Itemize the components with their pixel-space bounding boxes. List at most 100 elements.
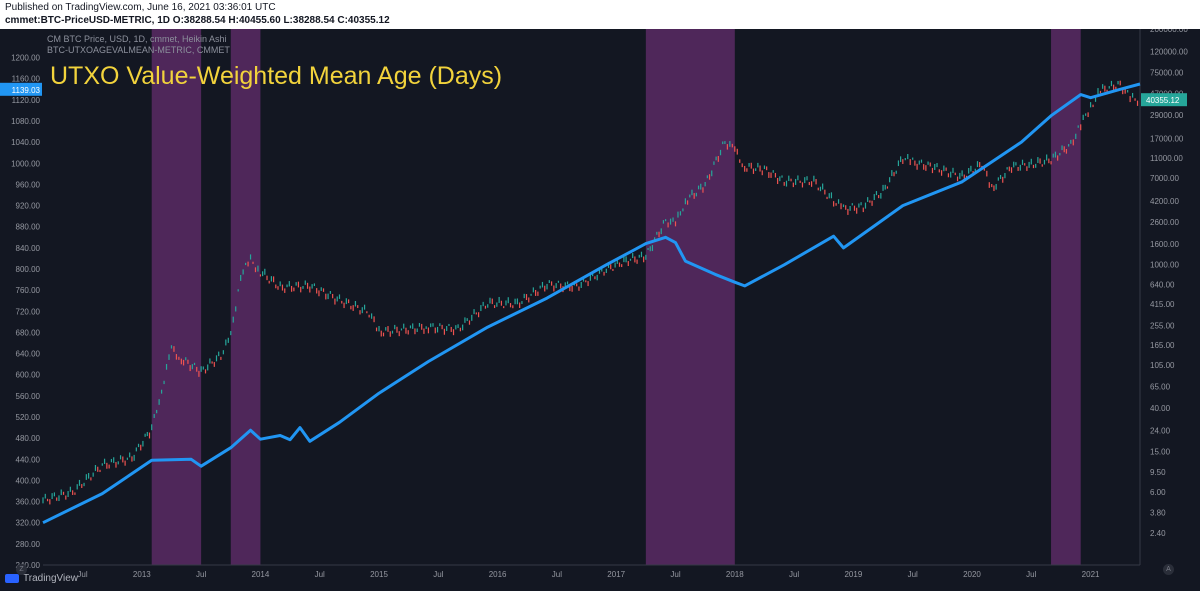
price-candle — [137, 443, 140, 448]
price-candle — [94, 464, 97, 471]
right-axis-tick-label: 40.00 — [1150, 404, 1171, 413]
price-candle — [761, 170, 763, 176]
price-candle — [450, 326, 452, 332]
price-candle — [348, 299, 350, 304]
price-candle — [99, 469, 101, 473]
right-axis-tick-label: 1600.00 — [1150, 240, 1179, 249]
price-candle — [621, 264, 623, 268]
left-axis-tick-label: 440.00 — [16, 455, 41, 464]
price-candle — [781, 175, 783, 178]
left-axis-tick-label: 1040.00 — [11, 138, 40, 147]
price-candle — [500, 300, 503, 306]
price-candle — [715, 156, 717, 161]
x-axis-tick-label: 2021 — [1082, 570, 1100, 579]
price-candle — [275, 284, 277, 289]
price-candle — [115, 462, 117, 468]
price-candle — [1070, 139, 1072, 144]
price-candle — [521, 301, 523, 304]
price-candle — [191, 364, 193, 370]
price-candle — [439, 323, 441, 327]
price-candle — [281, 284, 284, 291]
price-candle — [396, 326, 398, 333]
price-candle — [249, 254, 252, 260]
price-candle — [244, 262, 247, 266]
price-candle — [614, 262, 616, 268]
shaded-region — [151, 29, 202, 565]
auto-scale-toggle[interactable]: A — [1163, 564, 1174, 575]
price-candle — [610, 264, 612, 270]
right-axis-tick-label: 120000.00 — [1150, 48, 1188, 57]
price-candle — [211, 361, 213, 364]
price-candle — [660, 228, 662, 235]
price-candle — [945, 167, 947, 171]
price-value-badge — [1141, 93, 1187, 107]
price-candle — [532, 287, 534, 293]
price-candle — [316, 288, 318, 294]
price-candle — [731, 143, 733, 148]
price-candle — [1077, 125, 1079, 128]
price-candle — [824, 189, 826, 195]
price-candle — [734, 146, 736, 152]
legend-price-series[interactable]: CM BTC Price, USD, 1D, cmmet, Heikin Ash… — [47, 34, 227, 44]
price-candle — [717, 155, 719, 162]
price-candle — [837, 199, 840, 204]
price-candle — [851, 203, 853, 206]
price-candle — [220, 356, 222, 360]
price-candle — [912, 157, 914, 160]
price-candle — [623, 256, 625, 263]
price-candle — [557, 280, 560, 283]
legend-mean-age-series[interactable]: BTC-UTXOAGEVALMEAN-METRIC, CMMET — [47, 45, 230, 55]
price-candle — [1032, 164, 1035, 169]
left-axis-tick-label: 960.00 — [16, 180, 41, 189]
price-candle — [88, 473, 90, 479]
price-candle — [398, 331, 400, 337]
price-candle — [412, 323, 414, 329]
price-candle — [507, 297, 509, 304]
price-candle — [409, 325, 412, 329]
price-candle — [49, 499, 51, 505]
price-candle — [338, 294, 341, 299]
price-candle — [525, 294, 528, 301]
price-candle — [815, 178, 817, 185]
price-candle — [1117, 81, 1119, 85]
price-candle — [222, 350, 224, 355]
price-candle — [209, 358, 211, 364]
price-candle — [318, 290, 320, 297]
price-candle — [459, 327, 461, 332]
price-candle — [772, 170, 774, 173]
price-candle — [884, 184, 886, 190]
price-candle — [309, 286, 311, 293]
price-candle — [421, 323, 423, 330]
tradingview-logo[interactable]: TradingView — [5, 573, 78, 584]
price-candle — [464, 317, 466, 323]
price-candle — [1087, 112, 1089, 118]
price-candle — [541, 281, 544, 288]
x-axis-tick-label: Jul — [552, 570, 562, 579]
price-candle — [83, 482, 85, 487]
price-candle — [1129, 96, 1131, 103]
price-candle — [662, 220, 665, 224]
right-axis-tick-label: 75000.00 — [1150, 69, 1184, 78]
right-axis-tick-label: 24.00 — [1150, 427, 1171, 436]
price-candle — [956, 176, 959, 182]
price-candle — [752, 168, 755, 174]
left-axis-tick-label: 360.00 — [16, 498, 41, 507]
price-candle — [686, 200, 689, 205]
price-candle — [484, 305, 487, 309]
price-candle — [923, 164, 925, 170]
price-candle — [242, 269, 244, 275]
price-candle — [914, 160, 916, 166]
price-candle — [368, 314, 370, 318]
price-candle — [909, 159, 911, 166]
price-candle — [783, 182, 785, 186]
right-axis-tick-label: 4200.00 — [1150, 197, 1179, 206]
price-candle — [175, 354, 178, 360]
price-candle — [478, 312, 480, 318]
right-axis-tick-label: 6.00 — [1150, 488, 1166, 497]
price-candle — [693, 193, 695, 199]
price-candle — [493, 305, 496, 309]
price-candle — [895, 170, 897, 174]
timezone-toggle[interactable]: Z — [16, 564, 27, 575]
price-candle — [544, 285, 546, 292]
price-candle — [387, 326, 389, 332]
